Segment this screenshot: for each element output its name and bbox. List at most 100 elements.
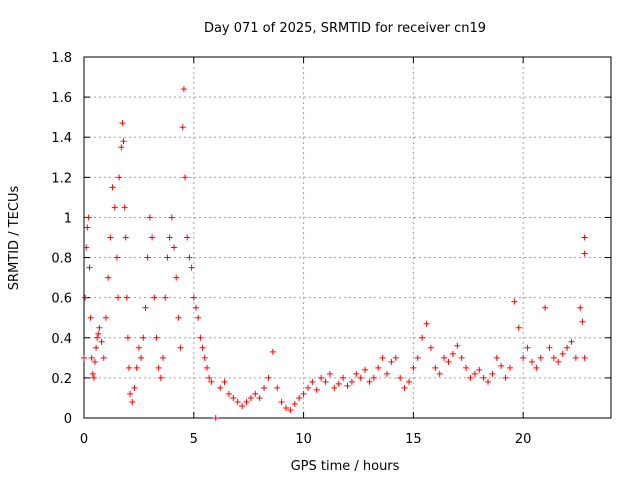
- data-point: [432, 364, 439, 371]
- data-point: [186, 254, 193, 261]
- data-point: [493, 354, 500, 361]
- data-point: [568, 338, 575, 345]
- data-point: [239, 402, 246, 409]
- data-point: [581, 250, 588, 257]
- data-point: [401, 384, 408, 391]
- data-point: [454, 342, 461, 349]
- data-point: [436, 370, 443, 377]
- data-point: [113, 254, 120, 261]
- data-point: [348, 378, 355, 385]
- data-point: [485, 378, 492, 385]
- data-point: [423, 320, 430, 327]
- data-points: [81, 86, 588, 421]
- data-point: [261, 384, 268, 391]
- data-point: [243, 398, 250, 405]
- y-axis-tick-labels: 0 0.2 0.4 0.6 0.8 1 1.2 1.4 1.6 1.8: [51, 51, 72, 427]
- data-point: [384, 370, 391, 377]
- data-point: [344, 382, 351, 389]
- data-point: [225, 390, 232, 397]
- data-point: [168, 214, 175, 221]
- data-point: [120, 138, 127, 145]
- data-point: [177, 344, 184, 351]
- data-point: [107, 234, 114, 241]
- data-point: [100, 354, 107, 361]
- data-point: [564, 344, 571, 351]
- data-point: [498, 362, 505, 369]
- data-point: [96, 324, 103, 331]
- data-point: [111, 204, 118, 211]
- data-point: [133, 364, 140, 371]
- data-point: [304, 384, 311, 391]
- data-point: [88, 354, 95, 361]
- y-tick-label: 0.8: [51, 252, 72, 267]
- data-point: [405, 378, 412, 385]
- data-point: [221, 378, 228, 385]
- data-point: [388, 358, 395, 365]
- data-point: [212, 415, 219, 421]
- y-tick-label: 0: [64, 412, 72, 427]
- data-point: [87, 314, 94, 321]
- data-point: [208, 378, 215, 385]
- data-point: [581, 234, 588, 241]
- data-point: [326, 370, 333, 377]
- data-point: [256, 394, 263, 401]
- data-point: [449, 350, 456, 357]
- data-point: [471, 370, 478, 377]
- data-point: [124, 334, 131, 341]
- data-point: [81, 354, 87, 361]
- y-tick-label: 1.2: [51, 171, 72, 186]
- data-point: [458, 354, 465, 361]
- data-point: [84, 224, 91, 231]
- data-point: [82, 294, 89, 301]
- data-point: [463, 364, 470, 371]
- y-tick-label: 1.6: [51, 91, 72, 106]
- data-point: [524, 344, 531, 351]
- data-point: [138, 354, 145, 361]
- data-point: [146, 214, 153, 221]
- data-point: [370, 374, 377, 381]
- data-point: [476, 366, 483, 373]
- x-tick-label: 5: [190, 432, 198, 447]
- data-point: [441, 354, 448, 361]
- data-point: [340, 374, 347, 381]
- data-point: [392, 354, 399, 361]
- y-tick-label: 0.2: [51, 372, 72, 387]
- data-point: [427, 344, 434, 351]
- data-point: [283, 404, 290, 411]
- data-point: [122, 234, 129, 241]
- data-point: [91, 358, 98, 365]
- data-point: [179, 124, 186, 131]
- data-point: [555, 358, 562, 365]
- data-point: [375, 364, 382, 371]
- data-point: [550, 354, 557, 361]
- y-tick-label: 1: [64, 211, 72, 226]
- x-tick-label: 15: [405, 432, 422, 447]
- data-point: [410, 364, 417, 371]
- data-point: [309, 378, 316, 385]
- data-point: [164, 254, 171, 261]
- data-point: [269, 348, 276, 355]
- data-point: [366, 378, 373, 385]
- data-point: [291, 400, 298, 407]
- data-point: [116, 174, 123, 181]
- data-point: [180, 86, 187, 93]
- chart-title: Day 071 of 2025, SRMTID for receiver cn1…: [204, 21, 486, 36]
- data-point: [171, 244, 178, 251]
- data-point: [115, 294, 122, 301]
- data-point: [166, 234, 173, 241]
- data-point: [287, 406, 294, 413]
- data-point: [230, 394, 237, 401]
- data-point: [217, 384, 224, 391]
- data-point: [362, 366, 369, 373]
- plot-frame: [83, 56, 612, 419]
- data-point: [126, 364, 133, 371]
- y-tick-label: 0.6: [51, 292, 72, 307]
- data-point: [502, 374, 509, 381]
- data-point: [182, 174, 189, 181]
- data-point: [199, 344, 206, 351]
- data-point: [379, 354, 386, 361]
- data-point: [234, 398, 241, 405]
- data-point: [105, 274, 112, 281]
- data-point: [123, 294, 130, 301]
